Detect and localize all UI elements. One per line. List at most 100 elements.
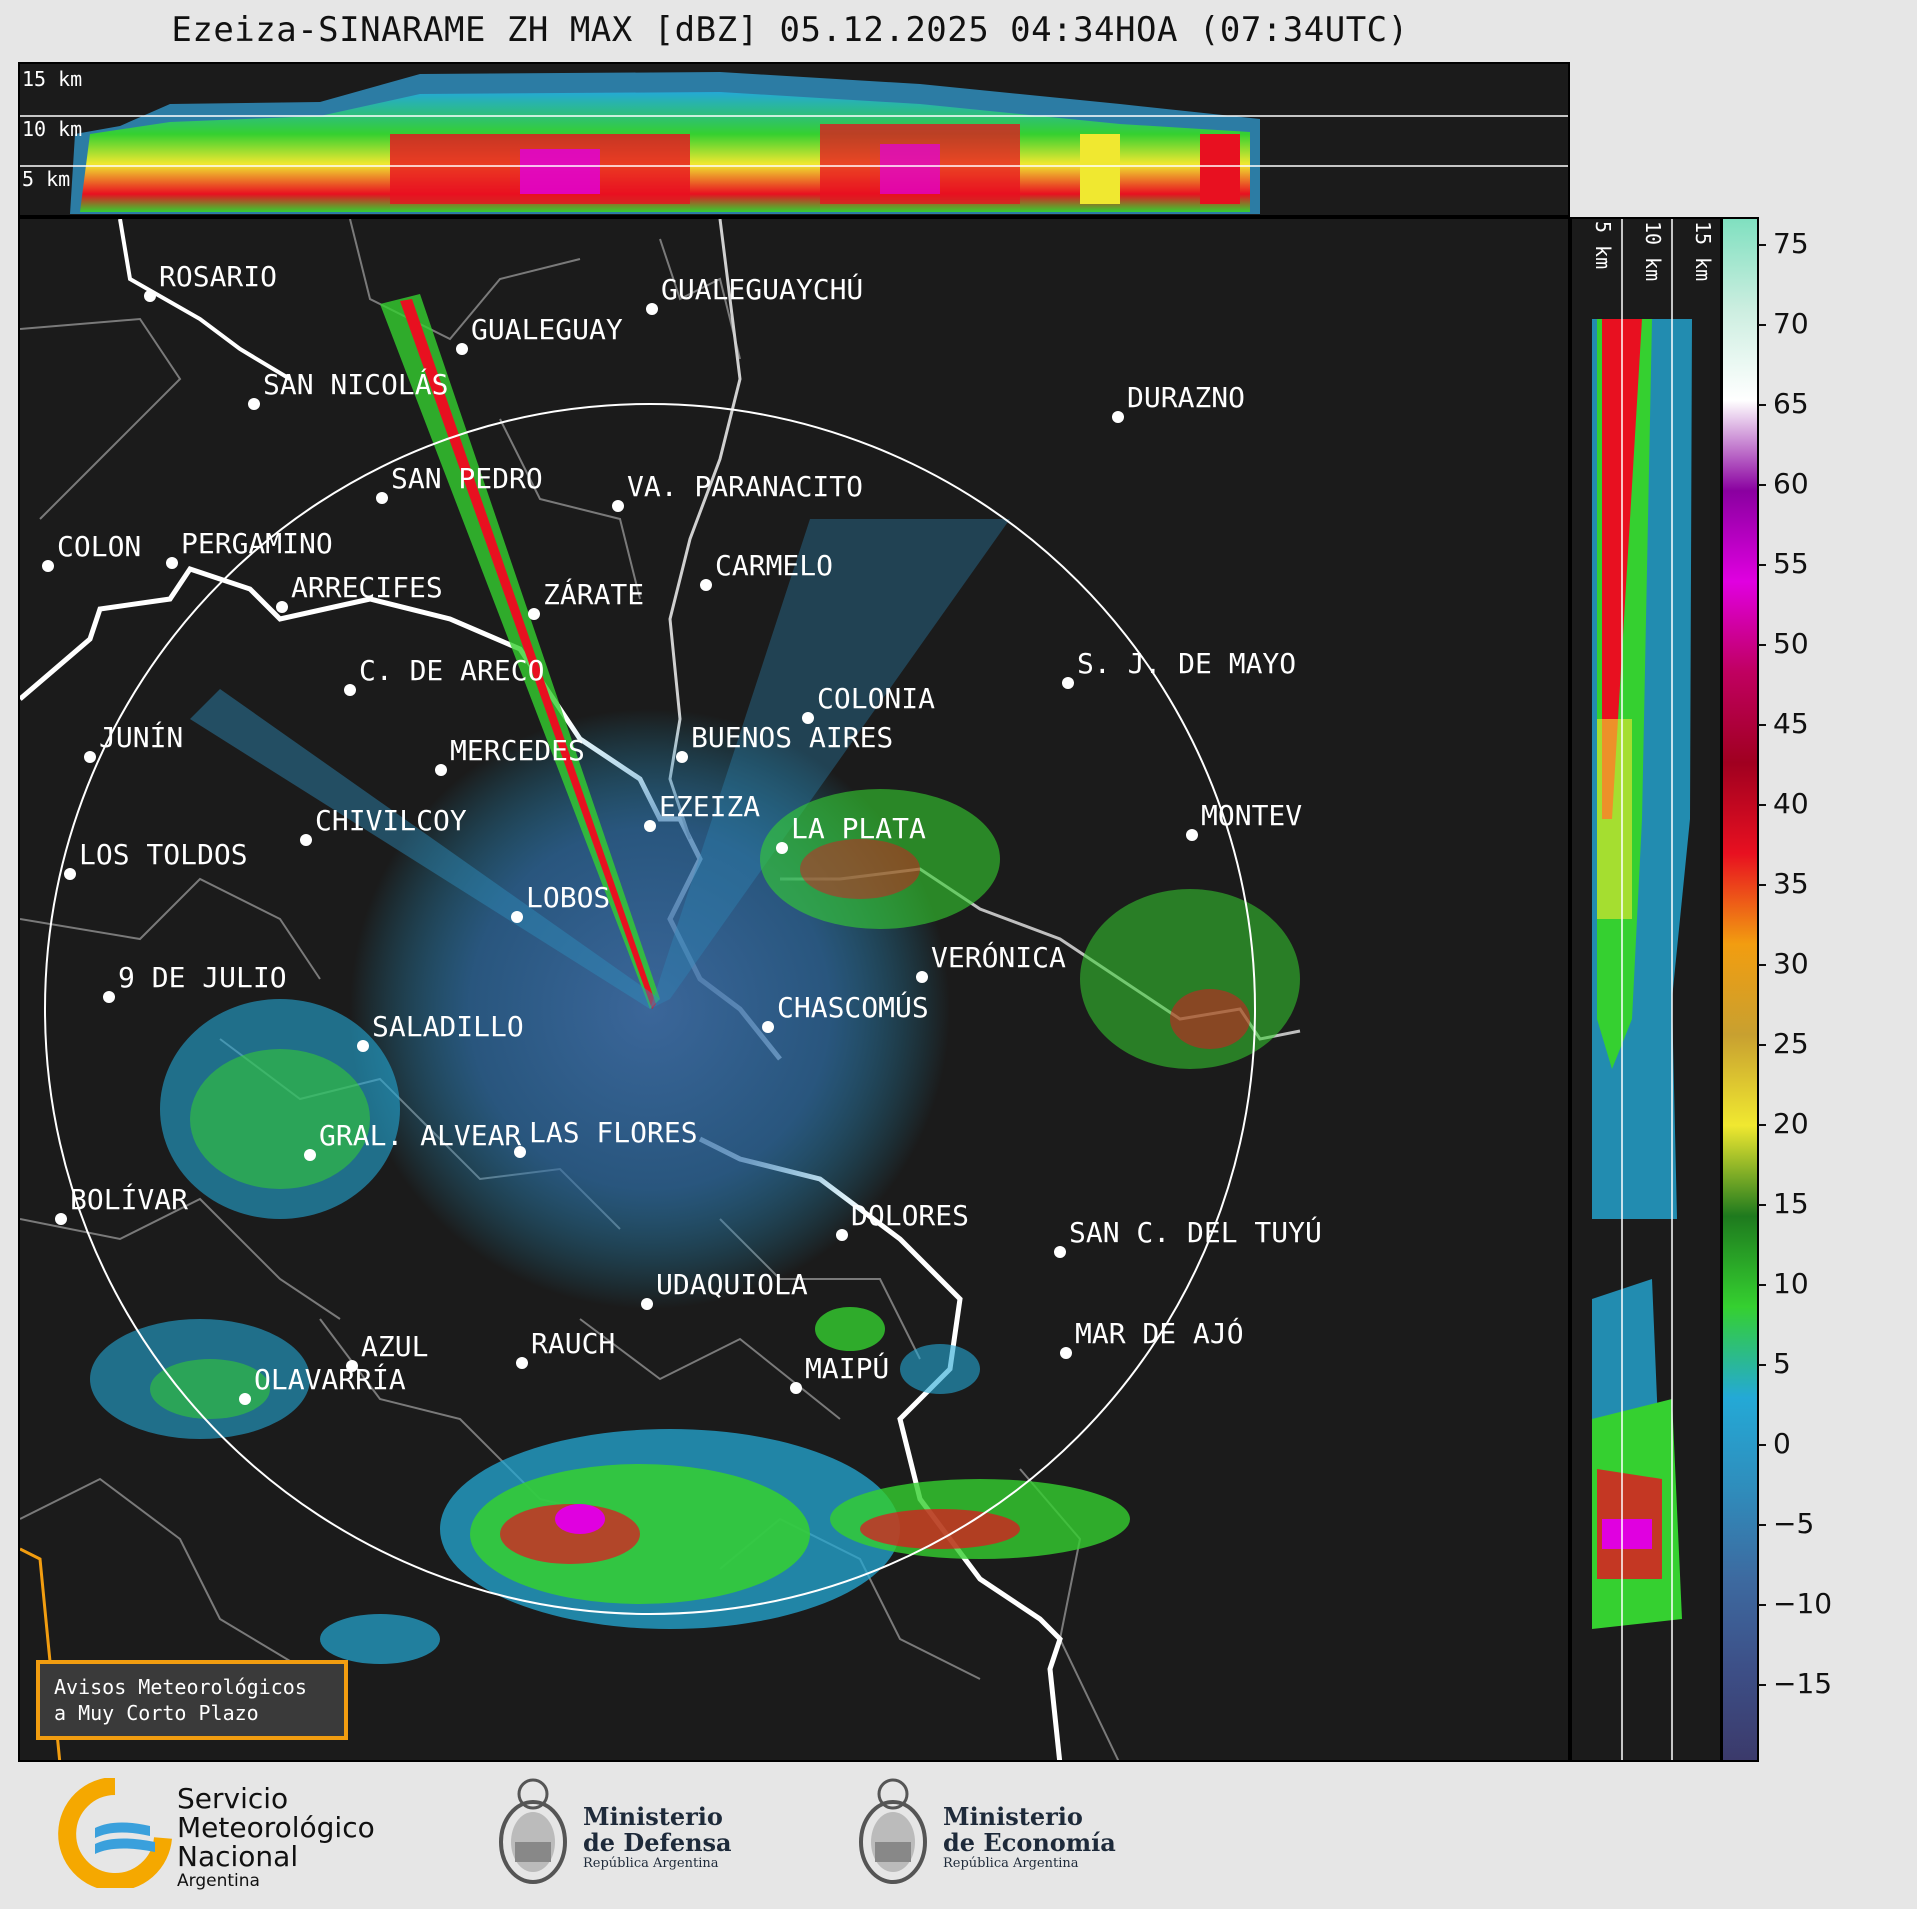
colorbar-tick-label: 60 — [1758, 467, 1809, 500]
city-dot — [344, 684, 356, 696]
smn-emblem-icon — [58, 1778, 172, 1888]
side-cross-section: 5 km 10 km 15 km — [1570, 217, 1722, 1762]
top-alt-label-15: 15 km — [22, 67, 82, 91]
city-dot — [1062, 677, 1074, 689]
colorbar-tick-label: 25 — [1758, 1027, 1809, 1060]
city-dot — [376, 492, 388, 504]
city-dot — [528, 608, 540, 620]
defensa-line-3: República Argentina — [583, 1856, 719, 1871]
city-dot — [55, 1213, 67, 1225]
colorbar-tick-label: 50 — [1758, 627, 1809, 660]
city-label: GUALEGUAYCHÚ — [661, 272, 863, 306]
city-dot — [239, 1393, 251, 1405]
city-label: ZÁRATE — [543, 577, 644, 611]
colorbar-tick-label: 70 — [1758, 307, 1809, 340]
city-dot — [248, 398, 260, 410]
city-dot — [144, 290, 156, 302]
city-dot — [64, 868, 76, 880]
warning-link-box[interactable]: Avisos Meteorológicos a Muy Corto Plazo — [36, 1660, 348, 1740]
city-dot — [1112, 411, 1124, 423]
range-ring — [44, 403, 1256, 1615]
city-label: SAN NICOLÁS — [263, 367, 448, 401]
smn-line-4: Argentina — [177, 1871, 260, 1891]
colorbar-tick-label: 30 — [1758, 947, 1809, 980]
colorbar-tick-label: −15 — [1757, 1667, 1832, 1700]
city-dot — [676, 751, 688, 763]
city-label: CHIVILCOY — [315, 804, 467, 837]
map-title: Ezeiza-SINARAME ZH MAX [dBZ] 05.12.2025 … — [171, 10, 1409, 50]
city-label: COLON — [57, 530, 141, 563]
city-label: LOS TOLDOS — [79, 838, 248, 871]
side-alt-label-10: 10 km — [1641, 221, 1665, 281]
city-label: ROSARIO — [159, 260, 277, 293]
radar-echoes — [90, 294, 1300, 1664]
city-dot — [346, 1360, 358, 1372]
city-dot — [641, 1298, 653, 1310]
city-label: GRAL. ALVEAR — [319, 1119, 521, 1152]
rosario-river — [118, 219, 292, 381]
city-label: CARMELO — [715, 549, 833, 582]
city-dot — [802, 712, 814, 724]
city-dot — [644, 820, 656, 832]
top-alt-label-5: 5 km — [22, 167, 70, 191]
city-label: SALADILLO — [372, 1010, 524, 1043]
economia-line-3: República Argentina — [943, 1856, 1079, 1871]
defensa-line-1: Ministerio — [583, 1802, 723, 1831]
city-label: SAN PEDRO — [391, 462, 543, 495]
colorbar-tick-label: 5 — [1758, 1347, 1791, 1380]
national-seal-icon — [499, 1778, 567, 1884]
city-dot — [357, 1040, 369, 1052]
warning-line-1: Avisos Meteorológicos — [54, 1675, 307, 1699]
city-dot — [103, 991, 115, 1003]
city-dot — [514, 1146, 526, 1158]
city-label: SAN C. DEL TUYÚ — [1069, 1215, 1322, 1249]
city-label: BOLÍVAR — [70, 1182, 188, 1216]
city-dot — [836, 1229, 848, 1241]
side-alt-label-5: 5 km — [1591, 221, 1615, 269]
city-dot — [1060, 1347, 1072, 1359]
city-label: VA. PARANACITO — [627, 470, 863, 503]
city-dot — [700, 579, 712, 591]
side-alt-label-15: 15 km — [1691, 221, 1715, 281]
city-label: MERCEDES — [450, 734, 585, 767]
colorbar-tick-label: 0 — [1758, 1427, 1791, 1460]
city-dot — [612, 500, 624, 512]
city-dot — [916, 971, 928, 983]
city-label: S. J. DE MAYO — [1077, 647, 1296, 680]
colorbar-tick-label: 55 — [1758, 547, 1809, 580]
colorbar-tick-label: −5 — [1757, 1507, 1814, 1540]
colorbar-tick-label: 75 — [1758, 227, 1809, 260]
smn-line-1: Servicio — [177, 1782, 289, 1815]
city-label: OLAVARRÍA — [254, 1362, 406, 1396]
radar-map: ROSARIO GUALEGUAYCHÚ GUALEGUAY SAN NICOLÁS D… — [18, 217, 1570, 1762]
colorbar-tick-label: 20 — [1758, 1107, 1809, 1140]
city-dot — [646, 303, 658, 315]
city-dot — [516, 1357, 528, 1369]
city-dot — [790, 1382, 802, 1394]
city-label: RAUCH — [531, 1327, 615, 1360]
city-label: LAS FLORES — [529, 1116, 698, 1149]
city-label: DOLORES — [851, 1199, 969, 1232]
colorbar-tick-label: 10 — [1758, 1267, 1809, 1300]
dbz-colorbar — [1721, 217, 1759, 1762]
colorbar-tick-label: 15 — [1758, 1187, 1809, 1220]
city-label: UDAQUIOLA — [656, 1268, 808, 1301]
top-alt-label-10: 10 km — [22, 117, 82, 141]
city-dot — [84, 751, 96, 763]
colorbar-tick-label: 35 — [1758, 867, 1809, 900]
city-dot — [762, 1021, 774, 1033]
colorbar-tick-label: 45 — [1758, 707, 1809, 740]
city-markers: ROSARIO GUALEGUAYCHÚ GUALEGUAY SAN NICOLÁS D… — [42, 260, 1322, 1405]
city-label: JUNÍN — [99, 720, 183, 754]
city-label: MAIPÚ — [805, 1351, 889, 1385]
top-cross-section: 15 km 10 km 5 km — [18, 62, 1570, 217]
city-label: MONTEV — [1201, 799, 1302, 832]
colorbar-tick-label: −10 — [1757, 1587, 1832, 1620]
city-label: PERGAMINO — [181, 527, 333, 560]
city-dot — [304, 1149, 316, 1161]
city-label: COLONIA — [817, 682, 935, 715]
city-label: MAR DE AJÓ — [1075, 1316, 1244, 1350]
city-dot — [166, 557, 178, 569]
city-dot — [1054, 1246, 1066, 1258]
city-dot — [1186, 829, 1198, 841]
